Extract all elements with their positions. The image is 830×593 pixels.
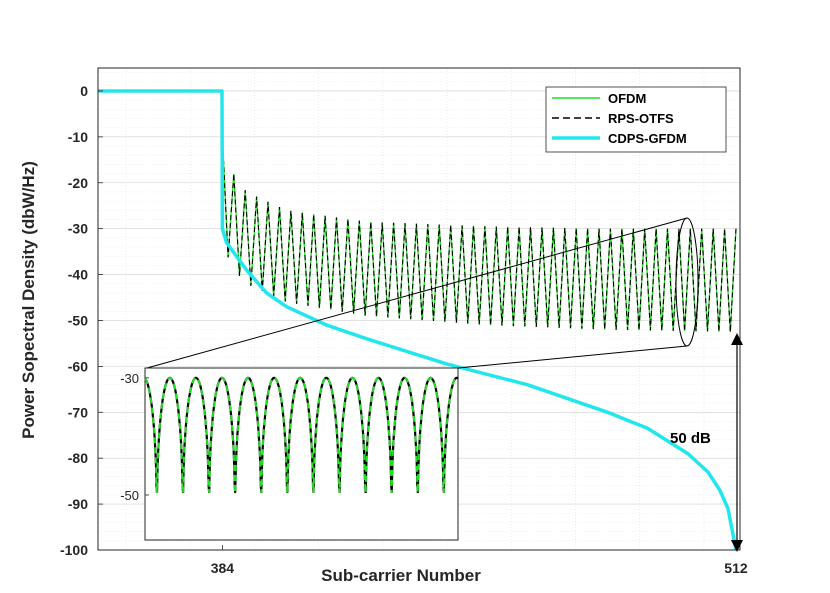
series-cdps-gfdm (98, 89, 738, 551)
y-tick-label: -50 (68, 312, 88, 328)
inset-series (144, 376, 459, 493)
difference-label: 50 dB (670, 430, 711, 447)
legend-label-cdps-gfdm: CDPS-GFDM (608, 131, 687, 146)
zoom-connector-bottom (457, 345, 688, 369)
y-tick-label: -60 (68, 358, 88, 374)
y-tick-label: -90 (68, 496, 88, 512)
inset-background (144, 367, 459, 541)
y-tick-label: -40 (68, 267, 88, 283)
x-tick-label: 512 (724, 560, 748, 576)
plot-frame (97, 67, 741, 551)
zoom-inset: -30 -50 (120, 367, 459, 541)
y-tick-label: -30 (68, 221, 88, 237)
legend: OFDM RPS-OTFS CDPS-GFDM (545, 86, 727, 153)
tick-labels: 0 -10 -20 -30 -40 -50 -60 -70 -80 -90 -100 384 512 (60, 83, 748, 576)
difference-arrow-head-bottom (731, 540, 743, 552)
inset-series-ofdm (144, 376, 459, 493)
y-tick-label: -20 (68, 175, 88, 191)
y-axis-label: Power Sopectral Density (dbW/Hz) (19, 161, 38, 439)
x-axis-label: Sub-carrier Number (321, 566, 481, 585)
y-tick-label: -80 (68, 450, 88, 466)
zoom-connector-top (146, 217, 688, 369)
x-tick-label: 384 (211, 560, 235, 576)
y-tick-label: -100 (60, 542, 88, 558)
inset-tick-labels: -30 -50 (120, 371, 149, 503)
series-rps-otfs (98, 90, 737, 332)
inset-y-tick-label: -50 (120, 488, 139, 503)
inset-y-tick-label: -30 (120, 371, 139, 386)
y-tick-label: -70 (68, 404, 88, 420)
y-tick-label: -10 (68, 129, 88, 145)
series-layer (98, 89, 738, 551)
y-tick-label: 0 (80, 83, 88, 99)
difference-arrow-head-top (731, 333, 743, 345)
legend-label-ofdm: OFDM (608, 91, 646, 106)
legend-label-rps-otfs: RPS-OTFS (608, 111, 674, 126)
